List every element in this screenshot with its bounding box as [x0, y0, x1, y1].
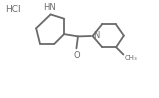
Text: HCl: HCl — [5, 5, 21, 14]
Text: HN: HN — [43, 3, 56, 12]
Text: CH₃: CH₃ — [124, 55, 137, 61]
Text: N: N — [93, 31, 99, 40]
Text: O: O — [73, 51, 80, 60]
